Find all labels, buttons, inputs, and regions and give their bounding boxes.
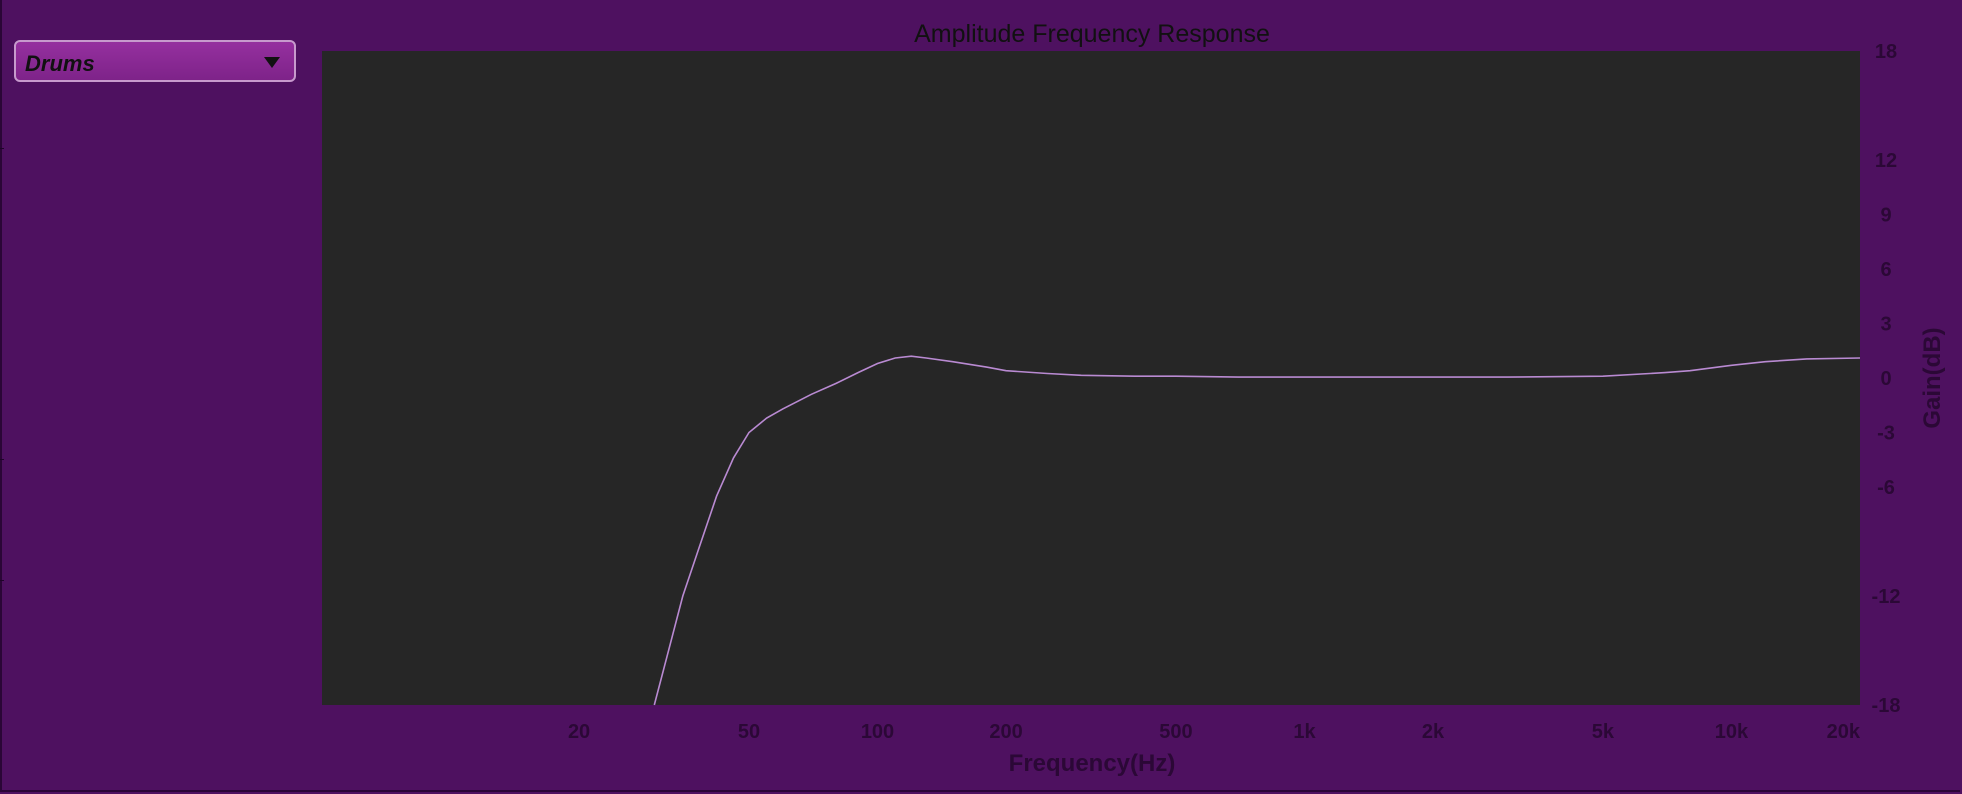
y-tick-label: -6 <box>1877 477 1895 499</box>
preset-dropdown[interactable]: Drums <box>14 40 296 82</box>
x-axis-ticks: 20 50 100 200 500 1k 2k 5k 10k 20k <box>568 721 1861 743</box>
y-tick-label: 0 <box>1880 368 1891 390</box>
chart-title: Amplitude Frequency Response <box>914 20 1270 48</box>
response-curve-line <box>653 355 1861 706</box>
x-tick-label: 200 <box>989 721 1022 743</box>
x-axis-title: Frequency(Hz) <box>1009 750 1176 777</box>
chevron-down-icon[interactable] <box>264 57 280 68</box>
plot-area <box>322 51 1860 705</box>
y-tick-label: 9 <box>1880 205 1891 227</box>
y-axis-title: Gain(dB) <box>1919 327 1946 428</box>
edge-marker <box>0 459 4 460</box>
x-tick-label: 20 <box>568 721 590 743</box>
y-tick-label: 6 <box>1880 259 1891 281</box>
y-tick-label: 3 <box>1880 314 1891 336</box>
x-tick-label: 500 <box>1159 721 1192 743</box>
x-tick-label: 100 <box>861 721 894 743</box>
x-tick-label: 1k <box>1293 721 1316 743</box>
preset-dropdown-value: Drums <box>25 51 95 76</box>
x-tick-label: 10k <box>1715 721 1749 743</box>
x-tick-label: 50 <box>738 721 760 743</box>
x-tick-label: 5k <box>1592 721 1615 743</box>
y-tick-label: 12 <box>1875 150 1897 172</box>
y-tick-label: -18 <box>1872 695 1901 717</box>
y-axis-ticks: 18 12 9 6 3 0 -3 -6 -12 -18 <box>1872 41 1901 717</box>
edge-marker <box>0 148 4 149</box>
x-tick-label: 2k <box>1422 721 1445 743</box>
y-tick-label: -3 <box>1877 423 1895 445</box>
x-tick-label: 20k <box>1827 721 1861 743</box>
edge-marker <box>0 580 4 581</box>
y-tick-label: 18 <box>1875 41 1897 63</box>
y-tick-label: -12 <box>1872 586 1901 608</box>
